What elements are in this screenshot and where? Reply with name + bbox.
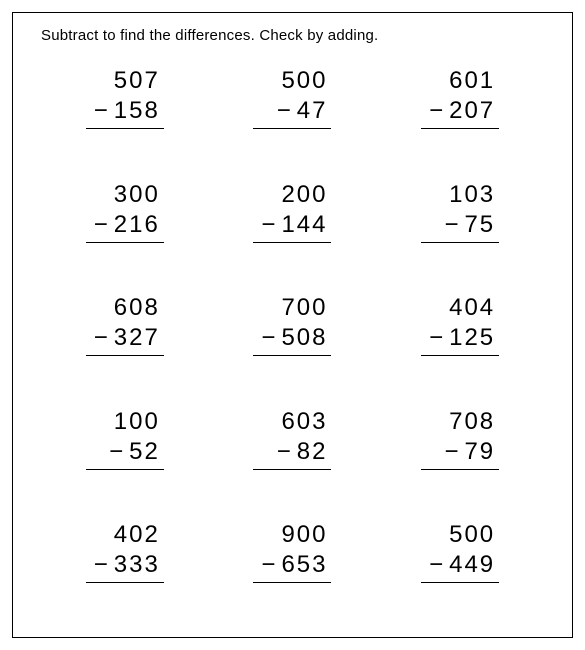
subtrahend: 144 <box>281 210 327 240</box>
minuend: 100 <box>86 407 164 437</box>
minuend: 103 <box>421 180 499 210</box>
minuend: 603 <box>253 407 331 437</box>
minus-sign: − <box>94 550 108 580</box>
minuend: 500 <box>421 520 499 550</box>
subtrahend: 653 <box>281 550 327 580</box>
minuend: 601 <box>421 66 499 96</box>
subtrahend: 508 <box>281 323 327 353</box>
minus-sign: − <box>444 437 458 467</box>
subtrahend: 207 <box>449 96 495 126</box>
minus-sign: − <box>429 96 443 126</box>
problem-cell: 608−327 <box>41 289 209 395</box>
subtrahend: 82 <box>297 437 328 467</box>
subtrahend-row: −82 <box>253 437 331 470</box>
subtrahend-row: −47 <box>253 96 331 129</box>
minuend: 608 <box>86 293 164 323</box>
subtraction-stack: 608−327 <box>86 293 164 356</box>
subtrahend-row: −333 <box>86 550 164 583</box>
minuend: 507 <box>86 66 164 96</box>
problem-cell: 601−207 <box>376 62 544 168</box>
subtraction-stack: 900−653 <box>253 520 331 583</box>
minuend: 708 <box>421 407 499 437</box>
minus-sign: − <box>261 323 275 353</box>
problem-cell: 103−75 <box>376 176 544 282</box>
subtraction-stack: 404−125 <box>421 293 499 356</box>
subtrahend-row: −79 <box>421 437 499 470</box>
subtrahend: 75 <box>464 210 495 240</box>
worksheet-frame: Subtract to find the differences. Check … <box>12 12 573 638</box>
subtrahend-row: −75 <box>421 210 499 243</box>
problem-cell: 900−653 <box>209 516 377 622</box>
problem-cell: 708−79 <box>376 403 544 509</box>
problems-grid: 507−158500−47601−207300−216200−144103−75… <box>41 62 544 622</box>
problem-cell: 500−47 <box>209 62 377 168</box>
subtrahend-row: −653 <box>253 550 331 583</box>
subtrahend-row: −158 <box>86 96 164 129</box>
subtrahend-row: −216 <box>86 210 164 243</box>
problem-cell: 507−158 <box>41 62 209 168</box>
subtraction-stack: 103−75 <box>421 180 499 243</box>
subtrahend: 449 <box>449 550 495 580</box>
subtraction-stack: 700−508 <box>253 293 331 356</box>
problem-cell: 603−82 <box>209 403 377 509</box>
subtrahend-row: −207 <box>421 96 499 129</box>
problem-cell: 700−508 <box>209 289 377 395</box>
minuend: 700 <box>253 293 331 323</box>
minuend: 404 <box>421 293 499 323</box>
problem-cell: 404−125 <box>376 289 544 395</box>
problem-cell: 402−333 <box>41 516 209 622</box>
subtraction-stack: 601−207 <box>421 66 499 129</box>
minus-sign: − <box>429 323 443 353</box>
subtraction-stack: 507−158 <box>86 66 164 129</box>
subtrahend-row: −52 <box>86 437 164 470</box>
minus-sign: − <box>444 210 458 240</box>
minuend: 900 <box>253 520 331 550</box>
minus-sign: − <box>94 210 108 240</box>
subtrahend-row: −449 <box>421 550 499 583</box>
minus-sign: − <box>94 96 108 126</box>
subtrahend: 333 <box>114 550 160 580</box>
subtrahend: 47 <box>297 96 328 126</box>
subtrahend-row: −508 <box>253 323 331 356</box>
subtrahend: 216 <box>114 210 160 240</box>
subtrahend: 125 <box>449 323 495 353</box>
minuend: 300 <box>86 180 164 210</box>
subtrahend-row: −125 <box>421 323 499 356</box>
minuend: 200 <box>253 180 331 210</box>
minus-sign: − <box>277 437 291 467</box>
minus-sign: − <box>429 550 443 580</box>
subtrahend: 79 <box>464 437 495 467</box>
subtraction-stack: 402−333 <box>86 520 164 583</box>
minus-sign: − <box>94 323 108 353</box>
subtraction-stack: 500−47 <box>253 66 331 129</box>
subtrahend-row: −327 <box>86 323 164 356</box>
subtraction-stack: 500−449 <box>421 520 499 583</box>
subtraction-stack: 603−82 <box>253 407 331 470</box>
problem-cell: 500−449 <box>376 516 544 622</box>
problem-cell: 300−216 <box>41 176 209 282</box>
subtraction-stack: 300−216 <box>86 180 164 243</box>
minuend: 500 <box>253 66 331 96</box>
subtrahend-row: −144 <box>253 210 331 243</box>
minus-sign: − <box>277 96 291 126</box>
problem-cell: 200−144 <box>209 176 377 282</box>
problem-cell: 100−52 <box>41 403 209 509</box>
subtrahend: 52 <box>129 437 160 467</box>
subtrahend: 158 <box>114 96 160 126</box>
minus-sign: − <box>261 210 275 240</box>
minus-sign: − <box>109 437 123 467</box>
subtraction-stack: 200−144 <box>253 180 331 243</box>
subtraction-stack: 100−52 <box>86 407 164 470</box>
subtraction-stack: 708−79 <box>421 407 499 470</box>
subtrahend: 327 <box>114 323 160 353</box>
instructions-text: Subtract to find the differences. Check … <box>41 27 544 44</box>
minuend: 402 <box>86 520 164 550</box>
minus-sign: − <box>261 550 275 580</box>
